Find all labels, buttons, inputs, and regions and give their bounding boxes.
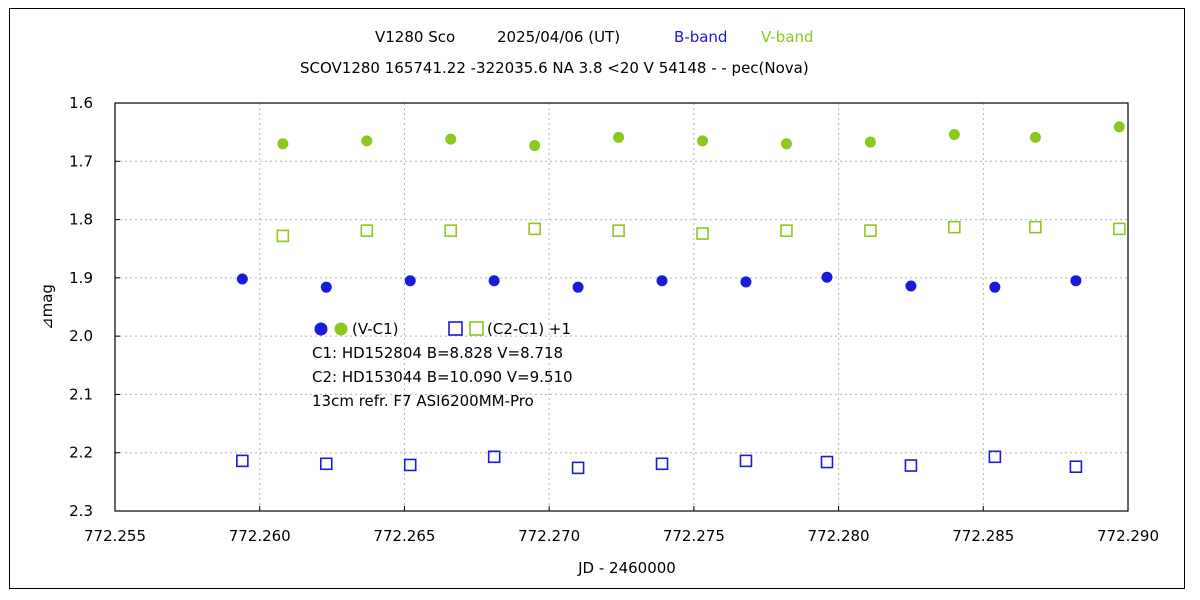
chart-title-date: 2025/04/06 (UT) (497, 28, 620, 46)
data-point-b-var (905, 280, 917, 292)
y-axis-label: ⊿mag (38, 284, 56, 330)
data-point-v-var (948, 128, 960, 140)
data-marks (236, 121, 1126, 475)
y-tick-label: 2.0 (69, 327, 93, 345)
data-point-v-var (1029, 131, 1041, 143)
data-point-b-var (572, 281, 584, 293)
data-point-v-check (948, 220, 961, 234)
data-point-v-var (529, 140, 541, 152)
legend-var-v-marker (334, 322, 348, 336)
data-point-b-check (571, 461, 585, 475)
data-point-b-var (404, 275, 416, 287)
legend-check-label: (C2-C1) +1 (487, 320, 571, 338)
legend-c1-info: C1: HD152804 B=8.828 V=8.718 (312, 344, 563, 362)
data-point-v-var (1113, 121, 1125, 133)
x-tick-label: 772.280 (808, 527, 870, 545)
x-tick-label: 772.270 (518, 527, 580, 545)
data-point-b-check (988, 450, 1002, 464)
chart-subtitle: SCOV1280 165741.22 -322035.6 NA 3.8 <20 … (300, 59, 809, 77)
data-point-v-var (613, 131, 625, 143)
data-point-b-var (989, 281, 1001, 293)
legend-var-b-marker (314, 322, 328, 336)
data-point-b-var (236, 273, 248, 285)
chart-title-b-band: B-band (674, 28, 727, 46)
y-tick-label: 2.3 (69, 502, 93, 520)
y-tick-label: 1.6 (69, 94, 93, 112)
data-point-v-check (360, 224, 374, 237)
chart-frame (9, 8, 1185, 589)
chart-title-v-band: V-band (761, 28, 814, 46)
data-point-b-var (488, 275, 500, 287)
data-point-b-check (236, 454, 249, 468)
data-point-v-check (1029, 220, 1042, 234)
y-tick-label: 2.1 (69, 385, 93, 403)
data-point-b-check (739, 454, 753, 468)
data-point-v-var (864, 136, 876, 148)
x-tick-label: 772.290 (1097, 527, 1159, 545)
x-tick-label: 772.275 (663, 527, 725, 545)
legend: (V-C1) (C2-C1) +1 C1: HD152804 B=8.828 V… (312, 320, 573, 410)
data-point-b-check (655, 457, 669, 471)
legend-c2-info: C2: HD153044 B=10.090 V=9.510 (312, 368, 573, 386)
data-point-b-var (320, 281, 332, 293)
tick-labels: 772.255 772.260 772.265 772.270 772.275 772.2… (69, 94, 1159, 545)
legend-check-v-marker (469, 321, 484, 336)
data-point-v-var (361, 135, 373, 147)
data-point-b-check (403, 458, 417, 472)
legend-instrument: 13cm refr. F7 ASI6200MM-Pro (312, 392, 534, 410)
data-point-v-check (1113, 222, 1126, 236)
data-point-v-check (864, 224, 877, 237)
data-point-b-check (487, 450, 501, 464)
y-tick-label: 1.7 (69, 152, 93, 170)
plot-area-border (114, 102, 1129, 512)
data-point-v-check (612, 224, 625, 237)
data-point-v-check (276, 229, 290, 243)
data-point-b-check (820, 455, 834, 469)
legend-var-label: (V-C1) (352, 320, 399, 338)
data-point-b-var (740, 276, 752, 288)
data-point-v-check (444, 224, 458, 237)
data-point-v-check (696, 227, 709, 240)
x-tick-label: 772.260 (229, 527, 291, 545)
data-point-v-var (697, 135, 709, 147)
data-point-v-var (445, 133, 457, 145)
data-point-b-check (904, 459, 918, 472)
y-tick-label: 2.2 (69, 444, 93, 462)
y-tick-label: 1.9 (69, 269, 93, 287)
x-axis-label: JD - 2460000 (577, 559, 676, 577)
x-tick-label: 772.285 (952, 527, 1014, 545)
data-point-v-var (277, 138, 289, 150)
chart-title-object: V1280 Sco (375, 28, 455, 46)
y-tick-label: 1.8 (69, 211, 93, 229)
data-point-b-check (319, 457, 333, 471)
data-point-b-var (1070, 275, 1082, 287)
data-point-b-var (656, 275, 668, 287)
data-point-b-check (1069, 460, 1083, 474)
grid-lines (114, 102, 1129, 512)
data-point-v-var (780, 138, 792, 150)
x-tick-label: 772.265 (373, 527, 435, 545)
x-tick-label: 772.255 (84, 527, 146, 545)
data-point-b-var (821, 271, 833, 283)
data-point-v-check (528, 222, 541, 236)
legend-check-b-marker (448, 321, 463, 336)
data-point-v-check (780, 224, 793, 237)
